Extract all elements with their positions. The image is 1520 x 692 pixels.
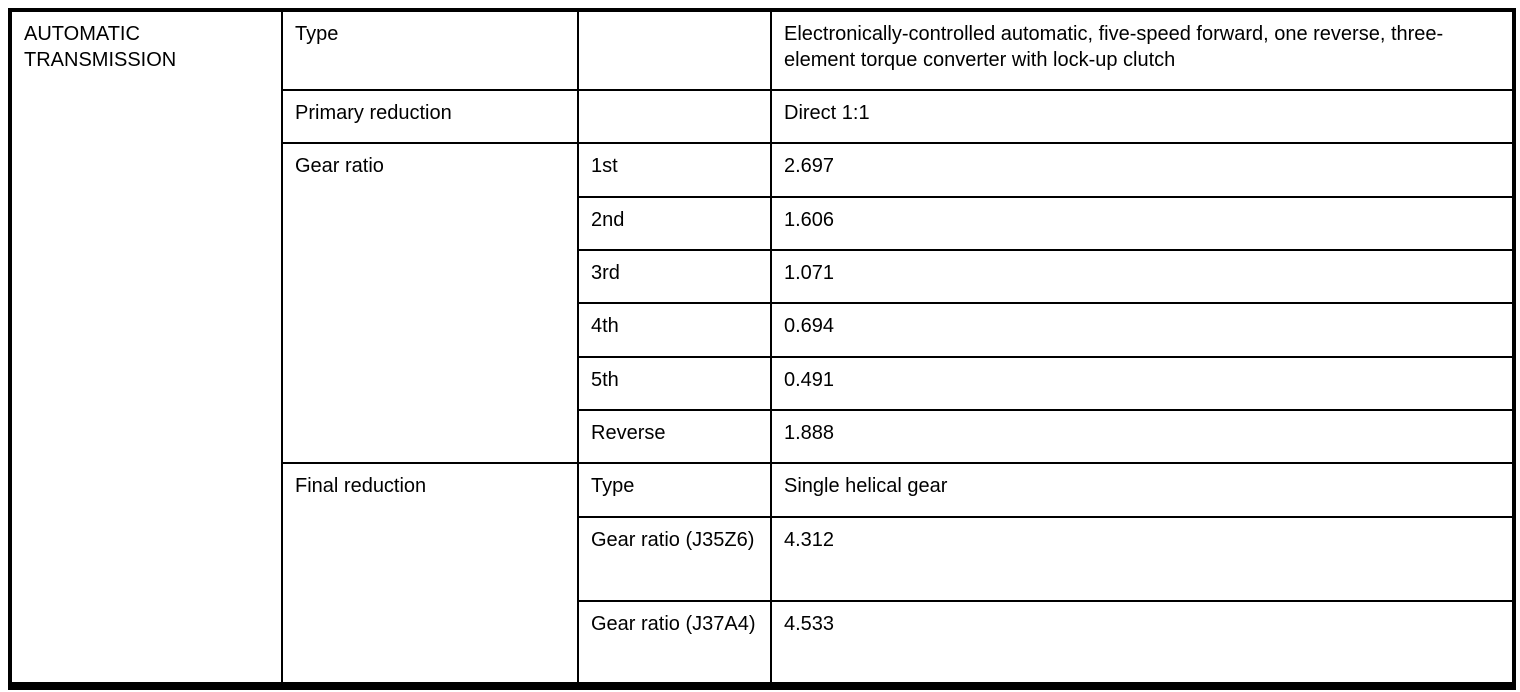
- spec-value-cell: 2.697: [770, 142, 1515, 198]
- spec-sub-cell: Gear ratio (J37A4): [577, 600, 772, 687]
- spec-label-cell: Primary reduction: [281, 89, 579, 144]
- spec-value-cell: 4.533: [770, 600, 1515, 687]
- spec-value-cell: 1.071: [770, 249, 1515, 304]
- table-row: Gear ratio 1st 2.697: [10, 142, 1515, 464]
- table-row: 4th 0.694: [10, 302, 1515, 358]
- table-row: Primary reduction Direct 1:1: [10, 89, 1515, 144]
- spec-value-cell: 0.491: [770, 356, 1515, 411]
- table-row: 3rd 1.071: [10, 249, 1515, 304]
- table-row: Reverse 1.888: [10, 409, 1515, 464]
- table-row: AUTOMATIC TRANSMISSION Type Electronical…: [9, 9, 1515, 687]
- spec-sub-cell: Gear ratio (J35Z6): [577, 516, 772, 602]
- spec-value-cell: 1.888: [770, 409, 1515, 464]
- spec-value-cell: Single helical gear: [770, 462, 1515, 518]
- table-row: Final reduction Type Single helical gear: [10, 462, 1515, 687]
- spec-sub-cell: 1st: [577, 142, 772, 198]
- table-row: Gear ratio (J35Z6) 4.312: [10, 516, 1515, 602]
- spec-value-cell: 1.606: [770, 196, 1515, 251]
- spec-sub-cell: 4th: [577, 302, 772, 358]
- spec-value-cell: 0.694: [770, 302, 1515, 358]
- spec-sub-cell: [577, 9, 772, 91]
- automatic-transmission-spec-table: AUTOMATIC TRANSMISSION Type Electronical…: [8, 8, 1516, 690]
- table-row: 2nd 1.606: [10, 196, 1515, 251]
- spec-sub-cell: Type: [577, 462, 772, 518]
- spec-label-cell: Final reduction: [281, 462, 579, 687]
- spec-sub-cell: 2nd: [577, 196, 772, 251]
- spec-label-cell: Type: [281, 9, 579, 91]
- spec-value-cell: Direct 1:1: [770, 89, 1515, 144]
- spec-label-cell: Gear ratio: [281, 142, 579, 464]
- section-title-cell: AUTOMATIC TRANSMISSION: [9, 9, 283, 687]
- table-row: 5th 0.491: [10, 356, 1515, 411]
- spec-sub-cell: [577, 89, 772, 144]
- spec-value-cell: Electronically-controlled automatic, fiv…: [770, 9, 1515, 91]
- spec-sub-cell: 5th: [577, 356, 772, 411]
- spec-sub-cell: 3rd: [577, 249, 772, 304]
- spec-value-cell: 4.312: [770, 516, 1515, 602]
- spec-sub-cell: Reverse: [577, 409, 772, 464]
- table-row: Gear ratio (J37A4) 4.533: [10, 600, 1515, 687]
